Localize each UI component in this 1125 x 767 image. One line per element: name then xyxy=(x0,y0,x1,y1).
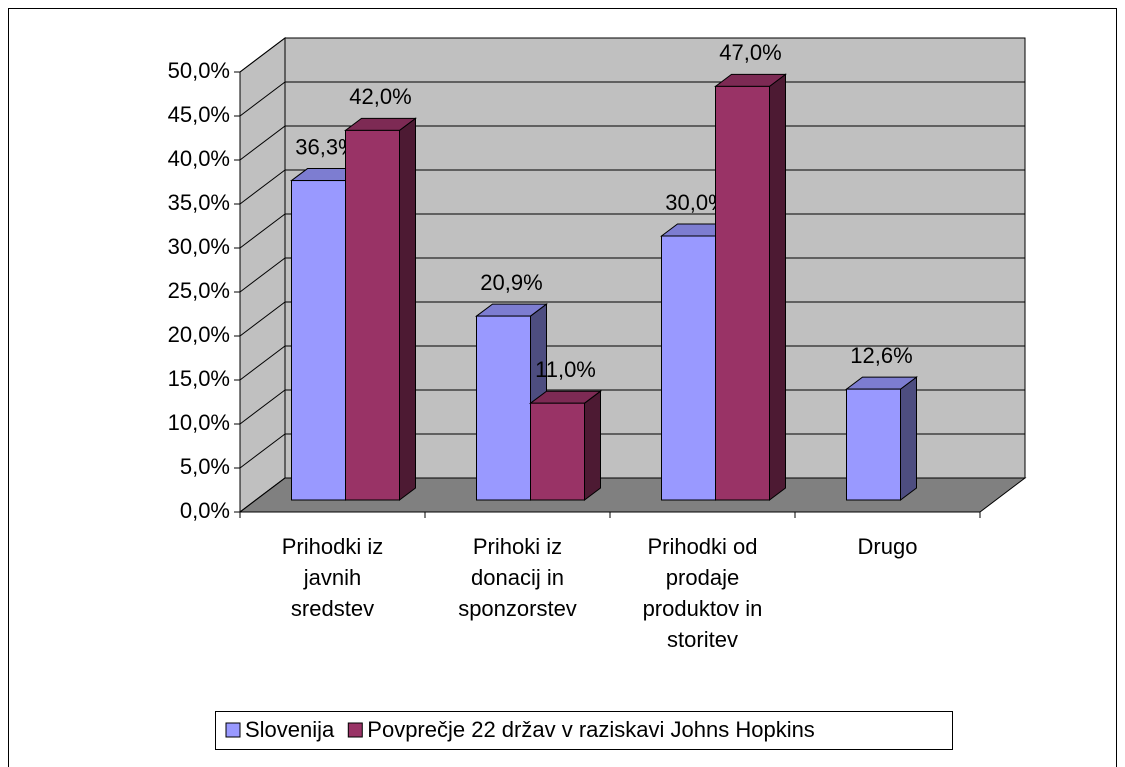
legend-swatch xyxy=(225,722,241,738)
x-tick-label: Prihodki iz javnih sredstev xyxy=(281,534,384,621)
data-label: 47,0% xyxy=(719,40,781,65)
chart-border xyxy=(8,8,1117,767)
bar xyxy=(715,85,770,501)
legend-swatch xyxy=(347,722,363,738)
grid-line xyxy=(239,301,286,337)
bar xyxy=(291,180,346,501)
grid-line xyxy=(239,345,286,381)
grid-line xyxy=(239,477,286,513)
y-tick-label: 10,0% xyxy=(168,410,230,435)
y-tick-label: 0,0% xyxy=(180,498,230,523)
grid-line xyxy=(239,389,286,425)
data-label: 42,0% xyxy=(349,84,411,109)
y-tick-label: 20,0% xyxy=(168,322,230,347)
grid-line xyxy=(239,37,286,73)
y-tick-label: 35,0% xyxy=(168,190,230,215)
grid-line xyxy=(239,213,286,249)
legend-label: Slovenija xyxy=(245,717,335,742)
x-tick-label: Prihoki iz donacij in sponzorstev xyxy=(458,534,577,621)
bar-side xyxy=(584,390,601,501)
bar xyxy=(846,388,901,501)
bar xyxy=(345,129,400,501)
legend-label: Povprečje 22 držav v raziskavi Johns Hop… xyxy=(367,717,815,742)
bar xyxy=(476,315,531,501)
y-tick-label: 30,0% xyxy=(168,234,230,259)
bar xyxy=(530,402,585,501)
data-label: 12,6% xyxy=(850,343,912,368)
grid-line xyxy=(239,81,286,117)
legend xyxy=(215,711,953,750)
grid-line xyxy=(239,125,286,161)
data-label: 11,0% xyxy=(535,357,596,382)
data-label: 20,9% xyxy=(480,270,542,295)
bar xyxy=(661,235,716,501)
x-tick-label: Prihodki od prodaje produktov in storite… xyxy=(642,534,763,652)
y-tick-label: 5,0% xyxy=(180,454,230,479)
y-tick-label: 45,0% xyxy=(168,102,230,127)
x-tick-label: Drugo xyxy=(857,534,918,559)
grid-line xyxy=(239,257,286,293)
grid-line xyxy=(239,433,286,469)
y-tick-label: 15,0% xyxy=(168,366,230,391)
grid-line xyxy=(239,169,286,205)
bar-side xyxy=(769,73,786,501)
y-tick-label: 50,0% xyxy=(168,58,230,83)
y-tick-label: 25,0% xyxy=(168,278,230,303)
bar-side xyxy=(399,117,416,501)
y-tick-label: 40,0% xyxy=(168,146,230,171)
bar-side xyxy=(900,376,917,501)
